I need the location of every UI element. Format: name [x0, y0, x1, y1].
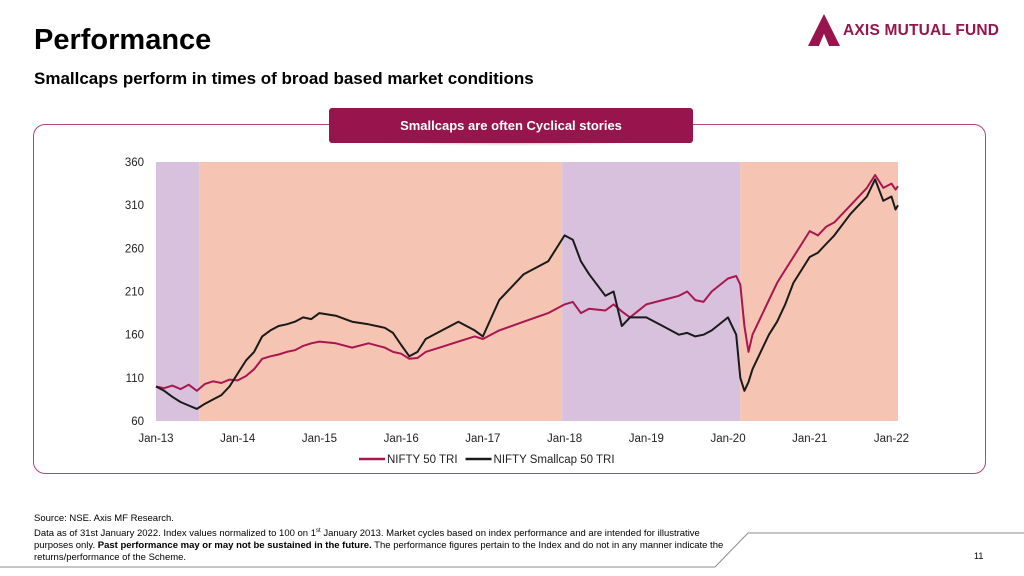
- source-line: Source: NSE. Axis MF Research.: [34, 513, 174, 524]
- x-tick-label: Jan-20: [710, 433, 745, 445]
- y-tick-label: 60: [131, 416, 144, 428]
- cycle-band-3: [740, 162, 898, 421]
- cycle-band-0: [156, 162, 200, 421]
- y-tick-label: 160: [125, 330, 144, 342]
- disclaimer-text: Data as of 31st January 2022. Index valu…: [34, 528, 724, 564]
- source-note: Source: NSE. Axis MF Research. Data as o…: [34, 513, 724, 564]
- series-line-smallcap50: [155, 178, 899, 410]
- x-tick-label: Jan-21: [792, 433, 827, 445]
- y-tick-label: 210: [125, 287, 144, 299]
- x-tick-label: Jan-18: [547, 433, 582, 445]
- logo-text: AXIS MUTUAL FUND: [843, 22, 1000, 39]
- legend-label: NIFTY Smallcap 50 TRI: [494, 454, 615, 466]
- page-subtitle: Smallcaps perform in times of broad base…: [34, 69, 534, 88]
- cycle-band-1: [199, 162, 563, 421]
- y-tick-label: 110: [126, 373, 144, 385]
- y-tick-label: 360: [125, 157, 144, 169]
- page-number: 11: [974, 551, 984, 561]
- legend-label: NIFTY 50 TRI: [387, 454, 458, 466]
- axis-logo: AXIS MUTUAL FUND: [808, 13, 1008, 49]
- x-tick-label: Jan-17: [465, 433, 500, 445]
- axis-logo-icon: [808, 14, 840, 46]
- x-tick-label: Jan-13: [138, 433, 173, 445]
- x-tick-label: Jan-22: [874, 433, 909, 445]
- series-line-nifty50: [155, 174, 899, 392]
- y-tick-label: 310: [125, 200, 144, 212]
- x-tick-label: Jan-19: [629, 433, 664, 445]
- cycle-band-2: [562, 162, 741, 421]
- x-tick-label: Jan-16: [384, 433, 419, 445]
- y-tick-label: 260: [125, 243, 144, 255]
- page-title: Performance: [34, 24, 212, 56]
- x-tick-label: Jan-14: [220, 433, 256, 445]
- callout-banner: Smallcaps are often Cyclical stories: [329, 108, 693, 143]
- x-tick-label: Jan-15: [302, 433, 337, 445]
